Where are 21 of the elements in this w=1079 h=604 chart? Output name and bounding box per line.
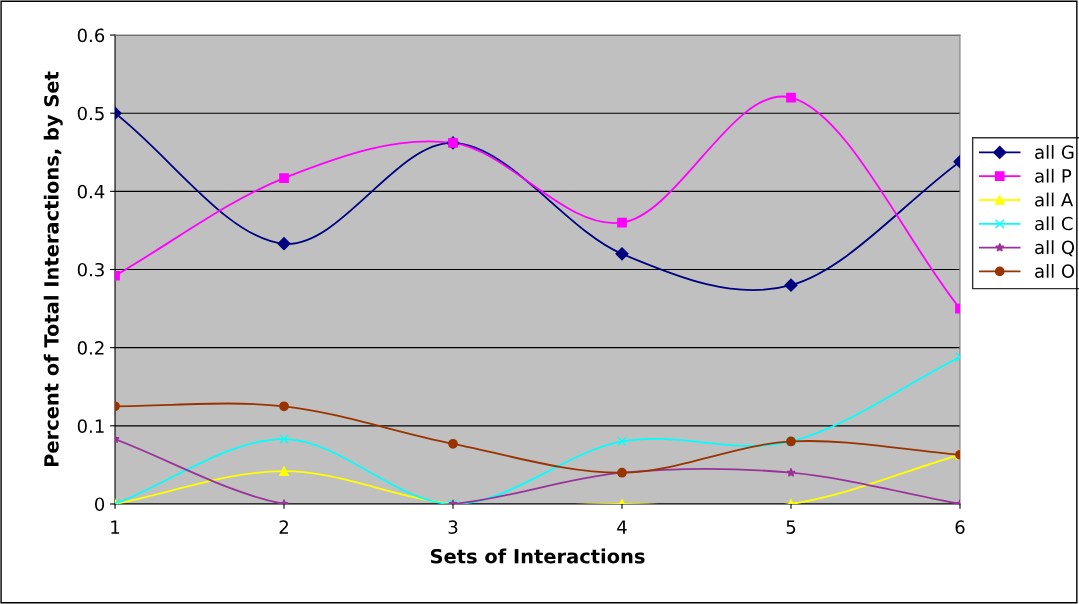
y-tick-label: 0.3 [77,262,104,277]
x-tick-label: 6 [955,520,965,534]
x-tick-label: 4 [617,520,627,534]
y-tick-label: 0.6 [77,28,105,43]
y-tick-label: 0.2 [77,341,104,355]
legend-label: all C [1035,216,1073,231]
x-tick-label: 5 [786,520,796,534]
y-tick-label: 0.1 [77,419,104,433]
y-axis-title: Percent of Total Interactions, by Set [43,71,63,467]
y-tick-label: 0.5 [77,106,104,121]
x-tick-label: 3 [448,520,458,534]
y-tick-label: 0.4 [77,184,105,199]
x-tick-label: 2 [279,520,288,534]
x-tick-label: 1 [111,520,120,534]
legend-label: all Q [1035,240,1075,257]
y-tick-label: 0 [95,497,105,512]
legend-label: all P [1035,168,1072,183]
legend-label: all G [1035,145,1074,159]
legend-label: all A [1035,192,1074,207]
legend-label: all O [1035,263,1075,278]
x-axis-title: Sets of Interactions [430,548,645,564]
